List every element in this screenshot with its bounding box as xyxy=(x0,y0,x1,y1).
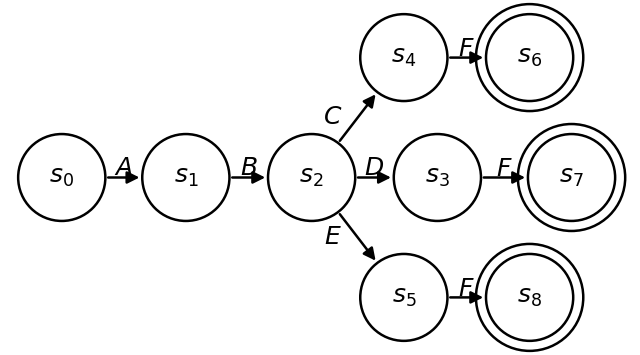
Text: $s_5$: $s_5$ xyxy=(392,286,416,309)
Ellipse shape xyxy=(360,254,447,341)
Text: $s_2$: $s_2$ xyxy=(300,166,324,189)
Text: $\mathit{F}$: $\mathit{F}$ xyxy=(458,38,475,61)
Text: $s_4$: $s_4$ xyxy=(391,46,417,69)
Ellipse shape xyxy=(18,134,106,221)
Ellipse shape xyxy=(394,134,481,221)
Text: $s_8$: $s_8$ xyxy=(517,286,542,309)
Ellipse shape xyxy=(142,134,230,221)
Text: $\mathit{A}$: $\mathit{A}$ xyxy=(115,157,133,180)
Text: $s_1$: $s_1$ xyxy=(173,166,198,189)
Ellipse shape xyxy=(528,134,615,221)
Text: $\mathit{F}$: $\mathit{F}$ xyxy=(496,158,513,181)
Ellipse shape xyxy=(360,14,447,101)
Text: $\mathit{B}$: $\mathit{B}$ xyxy=(240,157,257,180)
Text: $s_3$: $s_3$ xyxy=(425,166,450,189)
Text: $\mathit{F}$: $\mathit{F}$ xyxy=(458,278,475,301)
Text: $s_7$: $s_7$ xyxy=(559,166,584,189)
Ellipse shape xyxy=(268,134,355,221)
Text: $\mathit{C}$: $\mathit{C}$ xyxy=(323,106,342,129)
Ellipse shape xyxy=(486,254,573,341)
Text: $\mathit{E}$: $\mathit{E}$ xyxy=(324,226,342,249)
Ellipse shape xyxy=(486,14,573,101)
Text: $\mathit{D}$: $\mathit{D}$ xyxy=(364,157,385,180)
Text: $s_0$: $s_0$ xyxy=(49,166,74,189)
Text: $s_6$: $s_6$ xyxy=(517,46,542,69)
